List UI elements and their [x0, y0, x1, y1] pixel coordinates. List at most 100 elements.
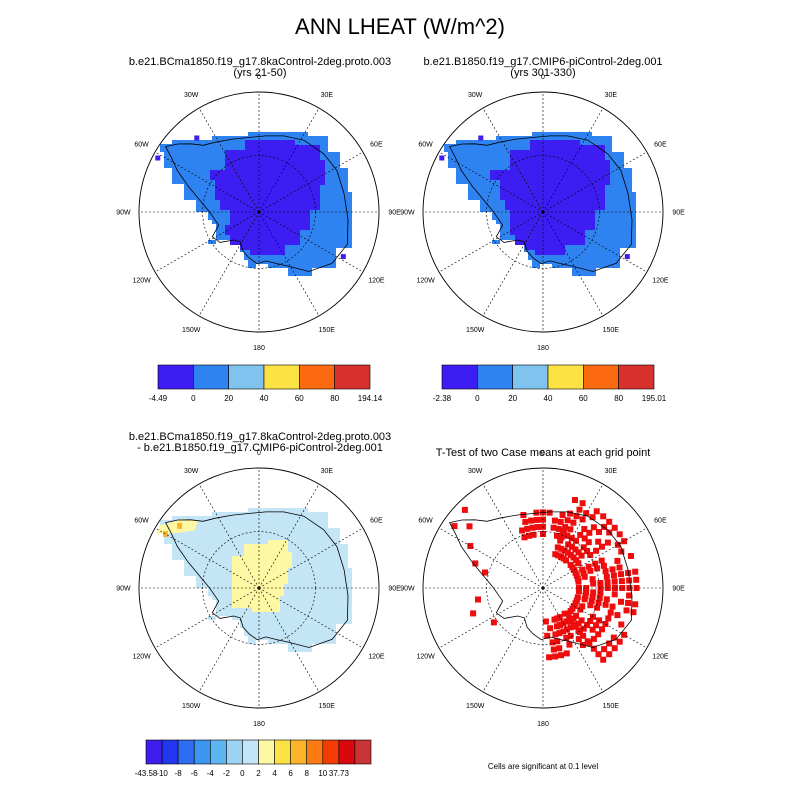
panel4-significant-cell — [466, 523, 473, 530]
panel4-significant-cell — [599, 543, 605, 550]
panel1-colorbar: -4.49 0 20 40 60 80 194.14 — [149, 364, 383, 403]
panel4-significant-cell — [581, 573, 588, 580]
panel2-lon-label: 90E — [672, 210, 685, 217]
panel2-colorbar-tick-label: 195.01 — [642, 394, 667, 403]
panel3-lon-label: 90W — [116, 586, 131, 593]
panel4-significant-cell — [632, 568, 639, 575]
panel4-significant-cell — [609, 603, 616, 610]
panel4-significant-cell — [633, 576, 640, 583]
panel4-significant-cell — [566, 641, 573, 648]
panel2-colorbar-tick-label: 40 — [544, 394, 553, 403]
panel3-colorbar-tick-label: 37.73 — [329, 769, 350, 778]
panel4-significant-cell — [551, 517, 558, 524]
panel1-colorbar-swatch — [193, 364, 229, 390]
panel2-colorbar-swatch — [476, 364, 513, 390]
panel4-significant-cell — [570, 519, 577, 526]
panel4-significant-cell — [595, 599, 602, 606]
panel4-significant-cell — [602, 568, 609, 575]
panel2-field-cell — [624, 254, 630, 260]
panel2-lon-label: 120E — [652, 277, 669, 284]
panel2-colorbar-swatch — [618, 364, 655, 390]
panel1-colorbar-tick-label: 60 — [295, 394, 304, 403]
panel1-lon-label: 120E — [368, 277, 385, 284]
panel4-significant-cell — [583, 510, 590, 517]
panel4-significant-cell — [563, 635, 570, 641]
panel4-significant-cell — [565, 541, 572, 548]
panel4-significant-cell — [590, 635, 597, 642]
panel4-significant-cell — [578, 617, 585, 624]
panel4-significant-cell — [593, 547, 600, 554]
panel1-colorbar-swatch — [263, 364, 300, 390]
panel4-significant-cell — [594, 604, 601, 611]
panel1-colorbar-tick-label: 0 — [191, 394, 196, 403]
panel1-lon-label: 0 — [257, 74, 261, 81]
panel4-significant-cell — [607, 609, 614, 616]
panel3-lon-label: 60W — [134, 518, 149, 525]
panel4-significant-cell — [560, 628, 567, 635]
panel2-lon-label: 30W — [468, 92, 483, 99]
panel1-lon-label: 120W — [132, 277, 151, 284]
panel4-significant-cell — [590, 645, 597, 652]
panel4-significant-cell — [616, 564, 623, 571]
panel3-lon-label: 150W — [182, 703, 201, 710]
panel4-significant-cell — [610, 572, 617, 579]
panel4-significant-cell — [584, 622, 591, 628]
panel4-significant-cell — [564, 517, 571, 524]
panel4-significant-cell — [597, 580, 604, 586]
panel3-lon-label: 60E — [370, 518, 383, 525]
panel1-field-cell — [340, 254, 346, 260]
panel2-field-cell — [478, 135, 484, 141]
panel4-significant-cell — [563, 650, 570, 657]
panel4-significant-cell — [482, 569, 488, 576]
panel4-significant-cell — [558, 545, 565, 552]
panel3-title: b.e21.BCma1850.f19_g17.8kaControl-2deg.p… — [110, 432, 410, 454]
panel4-significant-cell — [609, 566, 616, 573]
panel4-significant-cell — [472, 560, 479, 567]
panel4-significant-cell — [618, 621, 625, 628]
panel4-significant-cell — [556, 645, 563, 652]
panel1-colorbar-tick-label: 40 — [260, 394, 269, 403]
panel4-significant-cell — [590, 580, 597, 587]
panel4-significant-cell — [600, 562, 607, 569]
panel4-significant-cell — [598, 557, 605, 564]
panel4-significant-cell — [519, 527, 526, 534]
panel1-map-border — [138, 91, 380, 333]
panel1-title: b.e21.BCma1850.f19_g17.8kaControl-2deg.p… — [110, 57, 410, 79]
panel2-lon-label: 90W — [400, 210, 415, 217]
panel4-significant-cell — [589, 576, 596, 583]
panel2-lon-label: 150W — [466, 327, 485, 334]
panel4-significant-cell — [626, 577, 633, 584]
panel4-significant-cell — [556, 630, 563, 637]
panel1-lon-label: 180 — [253, 345, 265, 352]
panel1-lon-label: 30W — [184, 92, 199, 99]
panel4-latitude-circle — [486, 531, 600, 645]
panel3-lon-label: 0 — [257, 450, 261, 457]
panel4-significant-cell — [558, 534, 565, 541]
panel4-significant-cell — [521, 534, 528, 541]
panel4-lon-label: 0 — [541, 450, 545, 457]
panel4-significant-cell — [592, 560, 599, 567]
panel4-significant-cell — [606, 518, 613, 525]
panel1-latitude-circle — [202, 155, 316, 269]
panel4-significant-cell — [561, 610, 568, 617]
panel3-colorbar-tick-label: 4 — [272, 769, 277, 778]
panel2-title-line2: (yrs 301-330) — [510, 67, 576, 79]
panel4-significant-cell — [595, 538, 602, 545]
panel4-significant-cell — [593, 622, 600, 629]
panel3-field-cell — [177, 522, 183, 529]
panel4-significant-cell — [605, 615, 612, 622]
panel4-lon-label: 150W — [466, 703, 485, 710]
panel4-significant-cell — [557, 518, 564, 525]
panel1-colorbar-swatch — [228, 364, 265, 390]
panel4-significant-cell — [567, 624, 574, 631]
panel4-significant-cell — [563, 557, 570, 564]
panel4-significant-cell — [604, 579, 611, 586]
panel2-colorbar-tick-label: 60 — [579, 394, 588, 403]
panel3-lon-label: 30W — [184, 468, 199, 475]
panel4-coastline — [448, 511, 633, 648]
panel4-significant-cell — [618, 571, 624, 578]
panel1-title-line1: b.e21.BCma1850.f19_g17.8kaControl-2deg.p… — [128, 56, 392, 68]
panel4-significant-cell — [575, 549, 582, 556]
panel4-significant-cell — [606, 529, 613, 536]
